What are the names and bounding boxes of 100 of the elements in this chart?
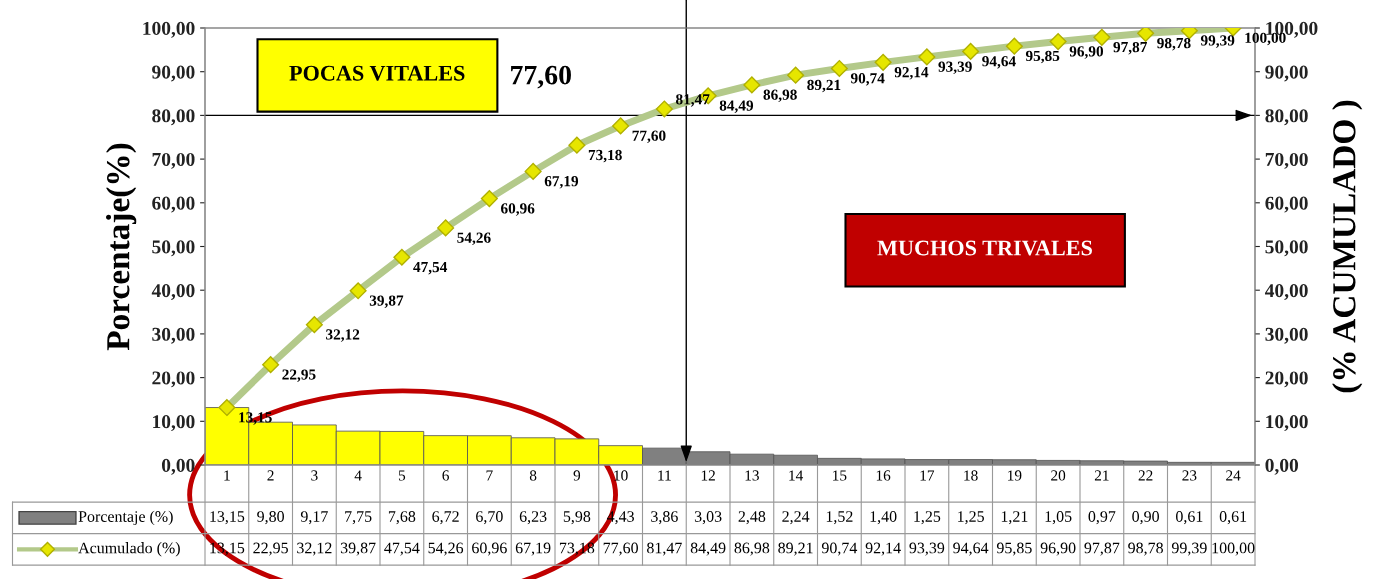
x-tick-label: 17 [920,470,935,481]
y-tick-label: 0,00 [161,458,195,475]
x-tick-label: 2 [267,470,274,481]
data-label: 1,40 [870,511,897,525]
x-tick-label: 16 [876,470,891,481]
data-label: 9,17 [300,511,328,525]
data-label: 92,14 [865,542,901,556]
data-label: 6,70 [476,511,503,525]
x-tick-label: 3 [311,470,318,481]
text: 13,15 [239,412,272,425]
y-tick-label: 40,00 [151,284,195,300]
x-tick-label: 1 [224,470,230,481]
data-label: 1,05 [1045,511,1072,525]
data-label: 2,48 [738,511,766,525]
data-label: 95,85 [996,542,1032,556]
x-tick-label: 11 [658,470,671,481]
data-label: 99,39 [1171,542,1207,556]
y-tick-label: 90,00 [152,65,195,82]
data-label: 6,23 [519,511,547,525]
data-label: 93,39 [909,542,945,556]
data-label: 89,21 [778,542,813,556]
text: 84,49 [719,100,754,113]
data-label: 32,12 [297,542,332,556]
x-tick-label: 7 [486,470,493,481]
y-tick-label: 20,00 [152,371,195,388]
data-label: 39,87 [340,542,376,556]
text: 60,96 [501,203,535,216]
y-tick-label: 80,00 [152,109,195,126]
x-tick-label: 5 [398,470,406,481]
data-label: 98,78 [1128,542,1163,556]
y-tick-label: 70,00 [152,152,195,169]
text: 39,87 [369,295,404,308]
text: 97,87 [1113,41,1147,55]
x-tick-label: 6 [442,470,449,481]
y2-tick-label: 50,00 [1265,240,1308,257]
x-tick-label: 9 [573,470,581,481]
x-tick-label: 22 [1138,470,1153,481]
x-tick-label: 19 [1008,470,1022,481]
text: 96,90 [1069,46,1104,59]
legend-label: Porcentaje (%) [78,510,173,526]
annotation: POCAS VITALES [289,65,465,81]
y2-axis-title: (% ACUMULADO ) [1332,100,1363,393]
data-label: 22,95 [253,542,288,556]
data-label: 60,96 [472,542,507,556]
x-tick-label: 14 [789,470,804,481]
text: 77,60 [511,65,571,89]
data-label: 9,80 [257,511,284,525]
data-label: 6,72 [432,511,459,525]
data-label: 3,86 [651,511,678,525]
y-tick-label: 50,00 [152,240,195,257]
y2-tick-label: 20,00 [1265,371,1308,388]
text: 47,54 [413,261,448,275]
data-label: 0,90 [1132,511,1159,525]
data-label: 86,98 [734,542,770,556]
y2-tick-label: 70,00 [1265,152,1308,169]
text: 67,19 [544,176,579,189]
text: 98,78 [1157,37,1191,51]
x-tick-label: 4 [354,470,362,481]
data-label: 77,60 [603,542,638,556]
text: 89,21 [807,79,841,93]
annotation: MUCHOS TRIVALES [877,240,1092,256]
data-label: 54,26 [428,542,464,556]
y-tick-label: 60,00 [152,196,195,213]
y-tick-label: 30,00 [152,327,195,344]
y2-tick-label: 90,00 [1265,65,1308,82]
y2-tick-label: 10,00 [1266,415,1308,432]
data-label: 7,75 [345,511,372,525]
legend-label: Acumulado (%) [78,542,180,557]
text: 95,85 [1025,50,1060,64]
text: 94,64 [982,56,1016,69]
data-label: 0,61 [1219,511,1247,525]
text: 93,39 [938,61,972,75]
data-label: 5,98 [563,511,591,525]
x-tick-label: 8 [529,470,537,481]
data-label: 0,97 [1088,511,1116,525]
data-label: 94,64 [953,542,989,556]
data-label: 47,54 [384,542,420,556]
text: 99,39 [1200,35,1235,48]
data-label: 1,25 [914,511,941,525]
text: 22,95 [282,369,316,382]
data-label: 1,52 [826,511,853,525]
y2-tick-label: 40,00 [1264,284,1308,300]
data-label: 0,61 [1176,511,1203,525]
data-label: 96,90 [1040,542,1076,556]
x-tick-label: 18 [964,470,978,481]
text: 92,14 [894,67,929,80]
data-label: 3,03 [694,511,722,525]
data-label: 67,19 [515,542,551,556]
y2-tick-label: 30,00 [1265,327,1308,344]
x-tick-label: 23 [1182,470,1197,481]
annotation: 77,60 [632,130,666,144]
x-tick-label: 21 [1094,470,1109,481]
y2-tick-label: 0,00 [1265,458,1299,475]
data-label: 81,47 [647,542,682,556]
y-tick-label: 10,00 [153,415,195,432]
text: 73,18 [588,149,622,163]
data-label: 97,87 [1084,542,1120,556]
text: 54,26 [457,232,491,246]
y-tick-label: 100,00 [143,21,195,38]
data-label: 1,25 [958,511,984,525]
